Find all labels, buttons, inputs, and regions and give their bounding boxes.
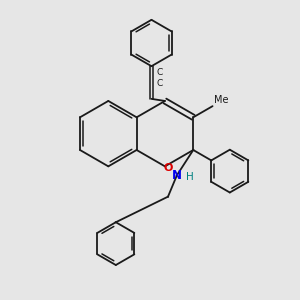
Text: H: H [186, 172, 194, 182]
Text: C: C [157, 68, 163, 77]
Text: Me: Me [214, 95, 229, 105]
Text: C: C [157, 79, 163, 88]
Text: N: N [172, 169, 182, 182]
Text: O: O [164, 163, 173, 173]
